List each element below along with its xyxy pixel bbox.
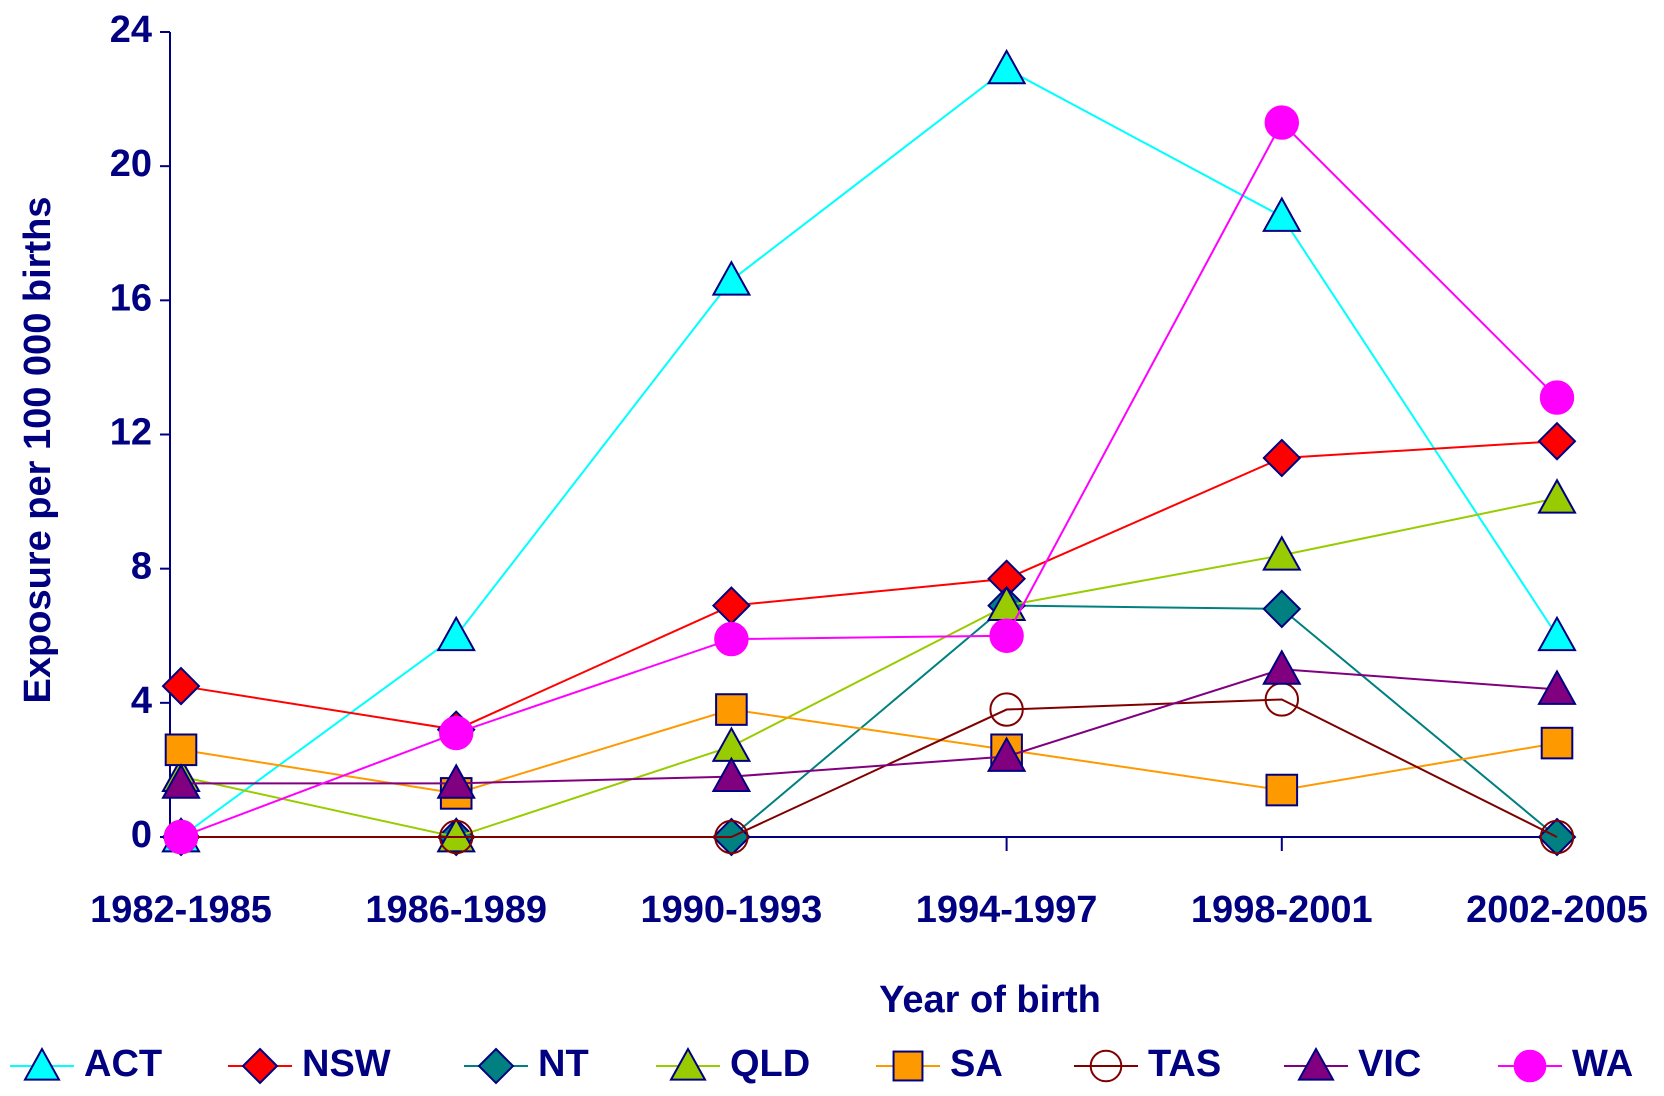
legend-label: ACT xyxy=(84,1043,162,1085)
legend-label: SA xyxy=(950,1043,1003,1085)
y-tick-label: 20 xyxy=(110,143,152,185)
marker xyxy=(161,763,201,799)
legend-label: NSW xyxy=(302,1043,391,1085)
marker xyxy=(714,621,749,657)
marker xyxy=(1262,196,1302,232)
marker xyxy=(715,693,748,726)
legend-marker xyxy=(477,1047,515,1085)
marker xyxy=(1537,421,1577,461)
marker xyxy=(711,586,751,625)
marker xyxy=(1539,380,1575,415)
legend-label: TAS xyxy=(1148,1043,1221,1085)
x-tick-label: 1986-1989 xyxy=(365,889,547,931)
y-tick-label: 12 xyxy=(110,412,152,454)
legend-label: NT xyxy=(538,1043,589,1085)
legend-label: VIC xyxy=(1358,1043,1421,1085)
series-line xyxy=(181,668,1558,785)
y-tick-label: 8 xyxy=(131,546,152,588)
x-tick-label: 1990-1993 xyxy=(641,889,823,931)
marker xyxy=(989,692,1024,727)
series-line xyxy=(180,440,1558,731)
marker xyxy=(436,763,476,799)
marker xyxy=(439,715,474,751)
marker xyxy=(1262,649,1302,685)
series-line xyxy=(181,698,1558,838)
marker xyxy=(989,618,1024,653)
legend-marker xyxy=(23,1046,61,1081)
legend-marker xyxy=(241,1047,279,1085)
legend-marker xyxy=(1089,1049,1123,1083)
marker xyxy=(161,666,201,706)
series-line xyxy=(180,120,1558,838)
marker xyxy=(164,733,198,767)
y-tick-label: 24 xyxy=(110,9,152,51)
marker xyxy=(986,736,1027,772)
marker xyxy=(1537,478,1577,514)
legend-marker xyxy=(892,1050,924,1082)
x-tick-label: 1994-1997 xyxy=(916,889,1098,931)
legend-label: QLD xyxy=(730,1043,810,1085)
marker xyxy=(711,260,752,296)
x-axis-label: Year of birth xyxy=(879,979,1101,1021)
marker xyxy=(711,726,752,762)
marker xyxy=(436,615,476,652)
marker xyxy=(1262,535,1302,571)
marker xyxy=(1537,615,1577,652)
marker xyxy=(163,819,199,855)
marker xyxy=(439,819,474,855)
series-line xyxy=(180,67,1558,838)
y-tick-label: 16 xyxy=(110,277,152,319)
x-tick-label: 1982-1985 xyxy=(90,889,272,931)
series-line xyxy=(180,497,1558,839)
marker xyxy=(1264,105,1300,140)
x-tick-label: 2002-2005 xyxy=(1466,889,1648,931)
marker xyxy=(986,48,1027,85)
legend-marker xyxy=(1297,1046,1335,1081)
marker xyxy=(1265,773,1299,807)
legend-label: WA xyxy=(1572,1043,1633,1085)
marker xyxy=(714,819,749,855)
y-tick-label: 4 xyxy=(131,680,152,722)
marker xyxy=(436,816,476,853)
y-tick-label: 0 xyxy=(131,814,152,856)
marker xyxy=(1540,726,1574,760)
marker xyxy=(1539,819,1575,855)
x-tick-label: 1998-2001 xyxy=(1191,889,1373,931)
series-line xyxy=(180,708,1558,795)
marker xyxy=(711,756,752,793)
marker xyxy=(1262,438,1302,478)
series-line xyxy=(181,604,1558,838)
marker xyxy=(1537,669,1577,705)
legend-marker xyxy=(669,1046,707,1081)
legend-marker xyxy=(1513,1049,1547,1083)
marker xyxy=(1262,589,1302,629)
y-axis-label: Exposure per 100 000 births xyxy=(17,197,59,704)
